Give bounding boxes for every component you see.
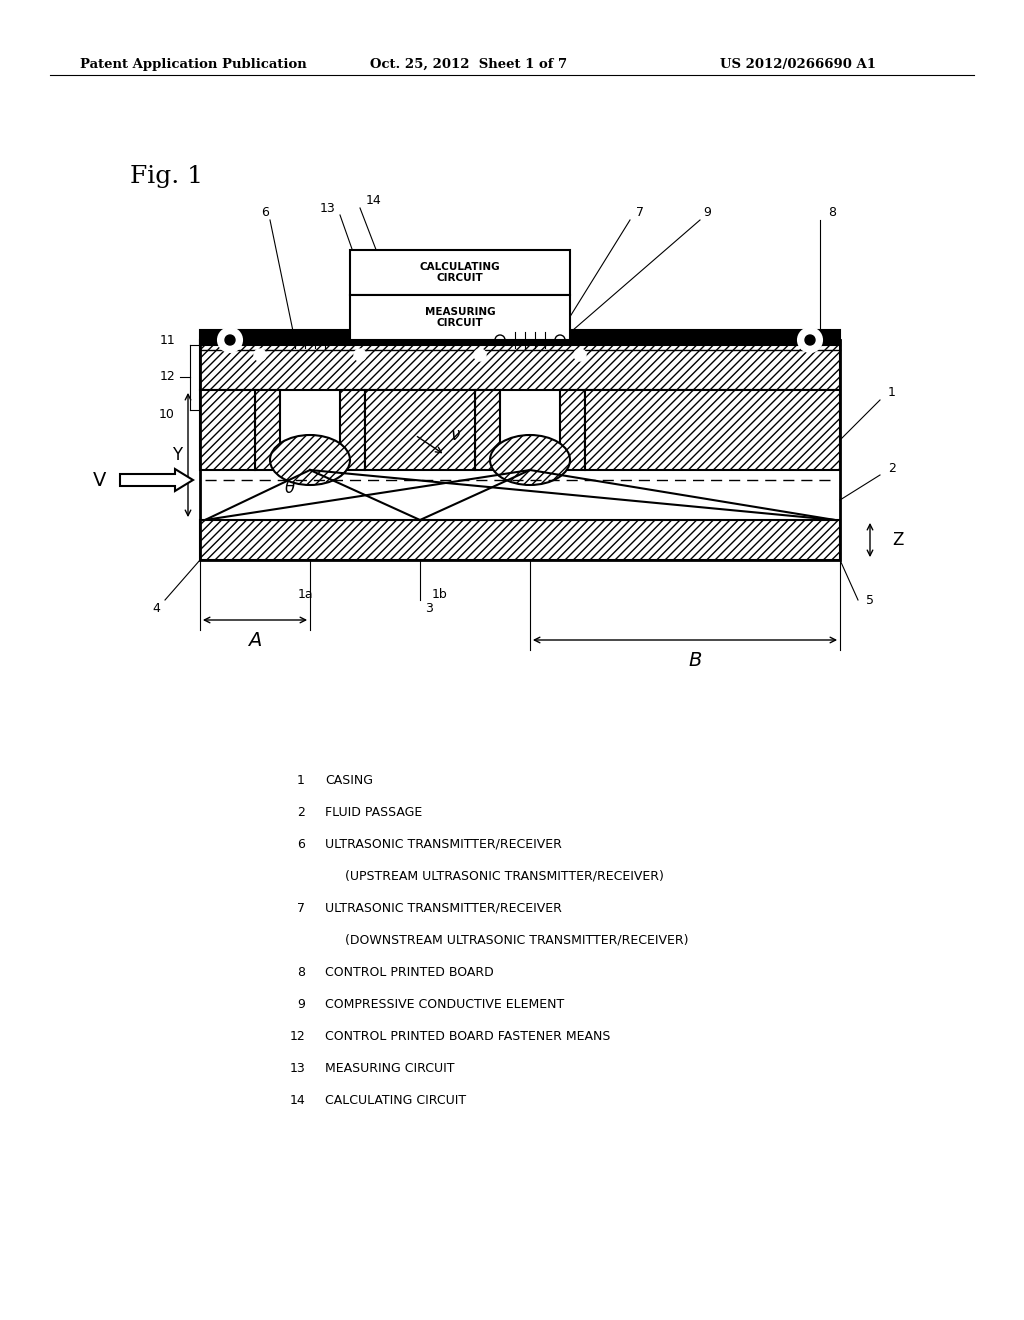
Text: 8: 8	[297, 965, 305, 978]
Bar	[475, 389, 500, 470]
Text: Fig. 1: Fig. 1	[130, 165, 203, 187]
Text: 12: 12	[160, 371, 175, 384]
Text: 14: 14	[289, 1093, 305, 1106]
Text: Y: Y	[172, 446, 182, 465]
Text: 7: 7	[636, 206, 644, 219]
Bar	[585, 389, 840, 470]
Bar	[560, 389, 585, 470]
Text: 8: 8	[828, 206, 836, 219]
Circle shape	[798, 327, 822, 352]
Text: 13: 13	[319, 202, 335, 214]
Text: B: B	[688, 651, 701, 671]
Text: 4: 4	[153, 602, 160, 615]
Text: (UPSTREAM ULTRASONIC TRANSMITTER/RECEIVER): (UPSTREAM ULTRASONIC TRANSMITTER/RECEIVE…	[345, 870, 664, 883]
Text: ULTRASONIC TRANSMITTER/RECEIVER: ULTRASONIC TRANSMITTER/RECEIVER	[325, 837, 562, 850]
Circle shape	[225, 335, 234, 345]
Text: 9: 9	[297, 998, 305, 1011]
Bar	[350, 294, 570, 341]
Text: 1a: 1a	[297, 589, 312, 602]
Text: MEASURING
CIRCUIT: MEASURING CIRCUIT	[425, 306, 496, 329]
Text: COMPRESSIVE CONDUCTIVE ELEMENT: COMPRESSIVE CONDUCTIVE ELEMENT	[325, 998, 564, 1011]
Circle shape	[805, 335, 815, 345]
Bar	[200, 341, 840, 560]
Circle shape	[254, 348, 266, 360]
Bar	[200, 389, 255, 470]
Text: FLUID PASSAGE: FLUID PASSAGE	[325, 805, 422, 818]
Text: Oct. 25, 2012  Sheet 1 of 7: Oct. 25, 2012 Sheet 1 of 7	[370, 58, 567, 71]
Text: (DOWNSTREAM ULTRASONIC TRANSMITTER/RECEIVER): (DOWNSTREAM ULTRASONIC TRANSMITTER/RECEI…	[345, 933, 688, 946]
Text: $\nu$: $\nu$	[450, 426, 461, 444]
Text: 2: 2	[888, 462, 896, 474]
Text: CALCULATING CIRCUIT: CALCULATING CIRCUIT	[325, 1093, 466, 1106]
Text: A: A	[248, 631, 262, 649]
Circle shape	[354, 348, 366, 360]
Text: 11: 11	[160, 334, 175, 346]
Text: 6: 6	[297, 837, 305, 850]
Text: 12: 12	[289, 1030, 305, 1043]
Text: CONTROL PRINTED BOARD: CONTROL PRINTED BOARD	[325, 965, 494, 978]
Circle shape	[574, 348, 586, 360]
Bar	[255, 389, 280, 470]
Circle shape	[218, 327, 242, 352]
Text: US 2012/0266690 A1: US 2012/0266690 A1	[720, 58, 876, 71]
Bar	[340, 389, 365, 470]
Text: CONTROL PRINTED BOARD FASTENER MEANS: CONTROL PRINTED BOARD FASTENER MEANS	[325, 1030, 610, 1043]
Text: Z: Z	[892, 531, 903, 549]
Text: $\theta$: $\theta$	[284, 479, 296, 498]
Text: MEASURING CIRCUIT: MEASURING CIRCUIT	[325, 1061, 455, 1074]
Text: CALCULATING
CIRCUIT: CALCULATING CIRCUIT	[420, 261, 501, 284]
Bar	[200, 341, 840, 389]
Text: CASING: CASING	[325, 774, 373, 787]
Text: 6: 6	[261, 206, 269, 219]
FancyArrow shape	[120, 469, 193, 491]
Text: 1: 1	[297, 774, 305, 787]
Bar	[200, 330, 840, 345]
Text: 3: 3	[425, 602, 433, 615]
Bar	[350, 249, 570, 294]
Text: 13: 13	[289, 1061, 305, 1074]
Text: 5: 5	[866, 594, 874, 606]
Ellipse shape	[270, 436, 350, 484]
Ellipse shape	[490, 436, 570, 484]
Circle shape	[474, 348, 486, 360]
Text: V: V	[93, 470, 106, 490]
Bar	[200, 520, 840, 560]
Text: ULTRASONIC TRANSMITTER/RECEIVER: ULTRASONIC TRANSMITTER/RECEIVER	[325, 902, 562, 915]
Text: 10: 10	[159, 408, 175, 421]
Text: 7: 7	[297, 902, 305, 915]
Text: 9: 9	[703, 206, 711, 219]
Bar	[365, 389, 475, 470]
Text: 2: 2	[297, 805, 305, 818]
Text: 1b: 1b	[432, 589, 447, 602]
Text: 14: 14	[366, 194, 382, 206]
Text: Patent Application Publication: Patent Application Publication	[80, 58, 307, 71]
Text: 1: 1	[888, 387, 896, 400]
